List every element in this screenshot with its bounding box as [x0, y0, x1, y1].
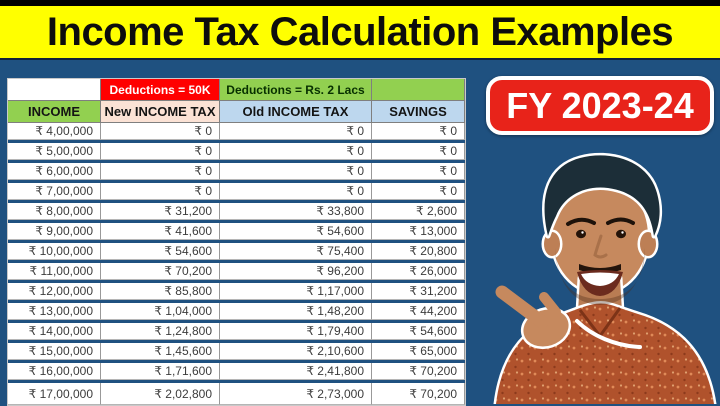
savings-cell: ₹ 20,800 [372, 243, 465, 260]
title-banner: Income Tax Calculation Examples [0, 6, 720, 60]
old-tax-cell: ₹ 2,41,800 [220, 363, 372, 380]
table-row: ₹ 6,00,000 ₹ 0 ₹ 0 ₹ 0 [8, 163, 465, 180]
income-cell: ₹ 7,00,000 [8, 183, 101, 200]
table-row: ₹ 14,00,000 ₹ 1,24,800 ₹ 1,79,400 ₹ 54,6… [8, 323, 465, 340]
table-row: ₹ 17,00,000 ₹ 2,02,800 ₹ 2,73,000 ₹ 70,2… [8, 383, 465, 405]
table-row: ₹ 4,00,000 ₹ 0 ₹ 0 ₹ 0 [8, 123, 465, 140]
new-tax-cell: ₹ 70,200 [101, 263, 220, 280]
new-tax-cell: ₹ 54,600 [101, 243, 220, 260]
old-tax-cell: ₹ 1,48,200 [220, 303, 372, 320]
new-tax-cell: ₹ 0 [101, 123, 220, 140]
old-tax-cell: ₹ 2,10,600 [220, 343, 372, 360]
hair [542, 152, 663, 239]
savings-cell: ₹ 65,000 [372, 343, 465, 360]
new-tax-cell: ₹ 1,71,600 [101, 363, 220, 380]
top-border [0, 0, 720, 6]
new-tax-cell: ₹ 1,24,800 [101, 323, 220, 340]
income-cell: ₹ 5,00,000 [8, 143, 101, 160]
table-row: ₹ 7,00,000 ₹ 0 ₹ 0 ₹ 0 [8, 183, 465, 200]
presenter-pointing-illustration [493, 152, 717, 404]
income-cell: ₹ 16,00,000 [8, 363, 101, 380]
column-header-income: INCOME [8, 101, 101, 123]
savings-cell: ₹ 2,600 [372, 203, 465, 220]
deduction-cell-old-regime: Deductions = Rs. 2 Lacs [220, 79, 372, 101]
income-cell: ₹ 8,00,000 [8, 203, 101, 220]
old-tax-cell: ₹ 0 [220, 143, 372, 160]
income-cell: ₹ 17,00,000 [8, 383, 101, 405]
income-cell: ₹ 9,00,000 [8, 223, 101, 240]
new-tax-cell: ₹ 0 [101, 163, 220, 180]
facial-features [555, 217, 645, 305]
old-tax-cell: ₹ 2,73,000 [220, 383, 372, 405]
old-tax-cell: ₹ 1,17,000 [220, 283, 372, 300]
savings-cell: ₹ 54,600 [372, 323, 465, 340]
deduction-cell-new-regime: Deductions = 50K [101, 79, 220, 101]
table-row: ₹ 15,00,000 ₹ 1,45,600 ₹ 2,10,600 ₹ 65,0… [8, 343, 465, 360]
table-row: ₹ 13,00,000 ₹ 1,04,000 ₹ 1,48,200 ₹ 44,2… [8, 303, 465, 320]
income-cell: ₹ 15,00,000 [8, 343, 101, 360]
old-tax-cell: ₹ 96,200 [220, 263, 372, 280]
income-cell: ₹ 14,00,000 [8, 323, 101, 340]
table-body: ₹ 4,00,000 ₹ 0 ₹ 0 ₹ 0 ₹ 5,00,000 ₹ 0 ₹ … [8, 123, 465, 405]
new-tax-cell: ₹ 1,04,000 [101, 303, 220, 320]
pointing-finger [495, 285, 549, 329]
new-tax-cell: ₹ 41,600 [101, 223, 220, 240]
new-tax-cell: ₹ 0 [101, 183, 220, 200]
savings-cell: ₹ 0 [372, 123, 465, 140]
new-tax-cell: ₹ 2,02,800 [101, 383, 220, 405]
table-row: ₹ 9,00,000 ₹ 41,600 ₹ 54,600 ₹ 13,000 [8, 223, 465, 240]
deduction-cell-savings [372, 79, 465, 101]
deductions-header-row: Deductions = 50K Deductions = Rs. 2 Lacs [8, 79, 465, 101]
savings-cell: ₹ 31,200 [372, 283, 465, 300]
income-cell: ₹ 11,00,000 [8, 263, 101, 280]
column-header-new-income-tax: New INCOME TAX [101, 101, 220, 123]
pointing-arm [547, 321, 665, 384]
column-header-old-income-tax: Old INCOME TAX [220, 101, 372, 123]
savings-cell: ₹ 70,200 [372, 383, 465, 405]
income-cell: ₹ 10,00,000 [8, 243, 101, 260]
old-tax-cell: ₹ 0 [220, 163, 372, 180]
column-header-savings: SAVINGS [372, 101, 465, 123]
savings-cell: ₹ 70,200 [372, 363, 465, 380]
new-tax-cell: ₹ 0 [101, 143, 220, 160]
table-row: ₹ 11,00,000 ₹ 70,200 ₹ 96,200 ₹ 26,000 [8, 263, 465, 280]
income-cell: ₹ 12,00,000 [8, 283, 101, 300]
old-tax-cell: ₹ 54,600 [220, 223, 372, 240]
savings-cell: ₹ 0 [372, 163, 465, 180]
income-cell: ₹ 6,00,000 [8, 163, 101, 180]
table-row: ₹ 12,00,000 ₹ 85,800 ₹ 1,17,000 ₹ 31,200 [8, 283, 465, 300]
fiscal-year-label: FY 2023-24 [506, 84, 694, 126]
income-cell: ₹ 4,00,000 [8, 123, 101, 140]
savings-cell: ₹ 26,000 [372, 263, 465, 280]
fiscal-year-badge: FY 2023-24 [486, 76, 714, 135]
income-cell: ₹ 13,00,000 [8, 303, 101, 320]
table-row: ₹ 10,00,000 ₹ 54,600 ₹ 75,400 ₹ 20,800 [8, 243, 465, 260]
table-row: ₹ 16,00,000 ₹ 1,71,600 ₹ 2,41,800 ₹ 70,2… [8, 363, 465, 380]
column-header-row: INCOME New INCOME TAX Old INCOME TAX SAV… [8, 101, 465, 123]
new-tax-cell: ₹ 85,800 [101, 283, 220, 300]
old-tax-cell: ₹ 75,400 [220, 243, 372, 260]
savings-cell: ₹ 13,000 [372, 223, 465, 240]
savings-cell: ₹ 0 [372, 143, 465, 160]
table-row: ₹ 8,00,000 ₹ 31,200 ₹ 33,800 ₹ 2,600 [8, 203, 465, 220]
savings-cell: ₹ 44,200 [372, 303, 465, 320]
page-title: Income Tax Calculation Examples [46, 9, 674, 54]
new-tax-cell: ₹ 31,200 [101, 203, 220, 220]
new-tax-cell: ₹ 1,45,600 [101, 343, 220, 360]
table-row: ₹ 5,00,000 ₹ 0 ₹ 0 ₹ 0 [8, 143, 465, 160]
old-tax-cell: ₹ 33,800 [220, 203, 372, 220]
deduction-cell-blank [8, 79, 101, 101]
old-tax-cell: ₹ 0 [220, 123, 372, 140]
old-tax-cell: ₹ 1,79,400 [220, 323, 372, 340]
savings-cell: ₹ 0 [372, 183, 465, 200]
old-tax-cell: ₹ 0 [220, 183, 372, 200]
income-tax-table: Deductions = 50K Deductions = Rs. 2 Lacs… [7, 78, 466, 406]
